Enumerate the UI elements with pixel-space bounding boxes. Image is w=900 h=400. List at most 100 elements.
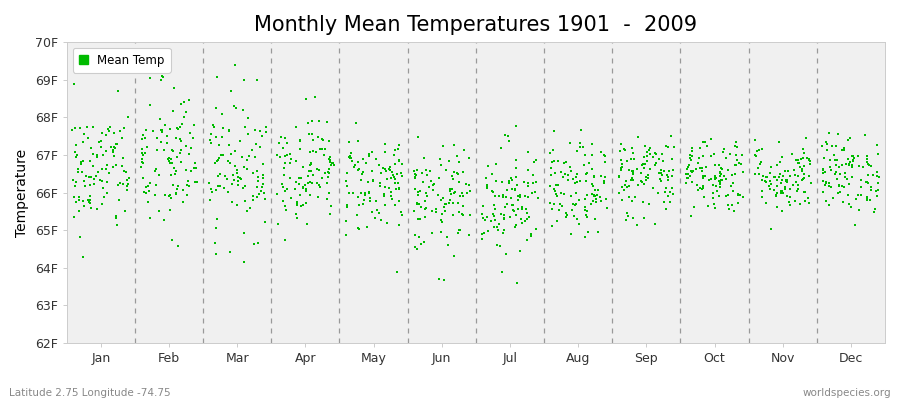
Point <box>654 167 669 174</box>
Point <box>366 178 381 184</box>
Point <box>187 165 202 172</box>
Point <box>838 170 852 177</box>
Point <box>507 208 521 214</box>
Point <box>774 180 788 186</box>
Point <box>759 174 773 180</box>
Point <box>795 156 809 162</box>
Point <box>408 244 422 250</box>
Point <box>74 160 88 167</box>
Point <box>276 164 291 171</box>
Point <box>293 146 308 152</box>
Point <box>94 166 109 172</box>
Point <box>107 144 122 150</box>
Point <box>365 177 380 184</box>
Point <box>488 193 502 199</box>
Point <box>871 179 886 186</box>
Point <box>342 154 356 160</box>
Point <box>112 182 126 188</box>
Point <box>241 115 256 121</box>
Point <box>819 180 833 186</box>
Point <box>589 187 603 193</box>
Point <box>796 146 810 152</box>
Point <box>170 186 184 192</box>
Point <box>216 152 230 158</box>
Point <box>250 184 265 190</box>
Point <box>203 137 218 143</box>
Point <box>229 163 243 169</box>
Point <box>340 183 355 190</box>
Point <box>654 151 669 157</box>
Point <box>681 162 696 168</box>
Point <box>854 184 868 190</box>
Point <box>245 147 259 154</box>
Point <box>392 184 407 191</box>
Point <box>598 180 612 187</box>
Point <box>707 173 722 179</box>
Point <box>392 157 406 164</box>
Point <box>598 158 613 165</box>
Point <box>755 173 770 180</box>
Point <box>320 180 334 186</box>
Point <box>708 205 723 211</box>
Point <box>554 168 568 175</box>
Point <box>135 158 149 165</box>
Point <box>634 170 649 176</box>
Point <box>443 186 457 193</box>
Point <box>289 199 303 205</box>
Point <box>704 152 718 159</box>
Point <box>305 180 320 186</box>
Point <box>310 180 324 186</box>
Point <box>685 153 699 159</box>
Point <box>339 202 354 208</box>
Point <box>846 152 860 159</box>
Legend: Mean Temp: Mean Temp <box>73 48 171 73</box>
Point <box>114 163 129 170</box>
Point <box>442 200 456 206</box>
Point <box>488 193 502 200</box>
Point <box>228 62 242 68</box>
Point <box>135 150 149 156</box>
Point <box>136 160 150 166</box>
Point <box>492 192 507 199</box>
Point <box>440 234 454 240</box>
Point <box>850 196 864 202</box>
Point <box>66 127 80 134</box>
Point <box>387 174 401 180</box>
Point <box>412 201 427 207</box>
Point <box>148 168 162 174</box>
Point <box>614 166 628 173</box>
Point <box>423 167 437 174</box>
Point <box>68 182 82 189</box>
Point <box>439 167 454 173</box>
Title: Monthly Mean Temperatures 1901  -  2009: Monthly Mean Temperatures 1901 - 2009 <box>255 15 698 35</box>
Point <box>99 132 113 138</box>
Point <box>723 151 737 157</box>
Point <box>661 193 675 199</box>
Point <box>835 147 850 154</box>
Point <box>82 199 96 205</box>
Point <box>68 199 83 206</box>
Point <box>559 210 573 216</box>
Point <box>256 175 270 182</box>
Point <box>573 127 588 133</box>
Point <box>480 214 494 220</box>
Point <box>373 180 387 186</box>
Point <box>179 192 194 198</box>
Point <box>598 153 612 160</box>
Point <box>824 143 839 149</box>
Point <box>860 179 874 185</box>
Point <box>318 146 332 152</box>
Point <box>706 195 721 201</box>
Point <box>278 188 293 194</box>
Point <box>770 204 784 210</box>
Point <box>117 167 131 174</box>
Point <box>856 164 870 170</box>
Point <box>524 233 538 239</box>
Point <box>225 199 239 206</box>
Point <box>109 162 123 168</box>
Point <box>764 226 778 232</box>
Point <box>343 155 357 161</box>
Point <box>760 174 774 180</box>
Point <box>626 171 641 177</box>
Point <box>649 150 663 157</box>
